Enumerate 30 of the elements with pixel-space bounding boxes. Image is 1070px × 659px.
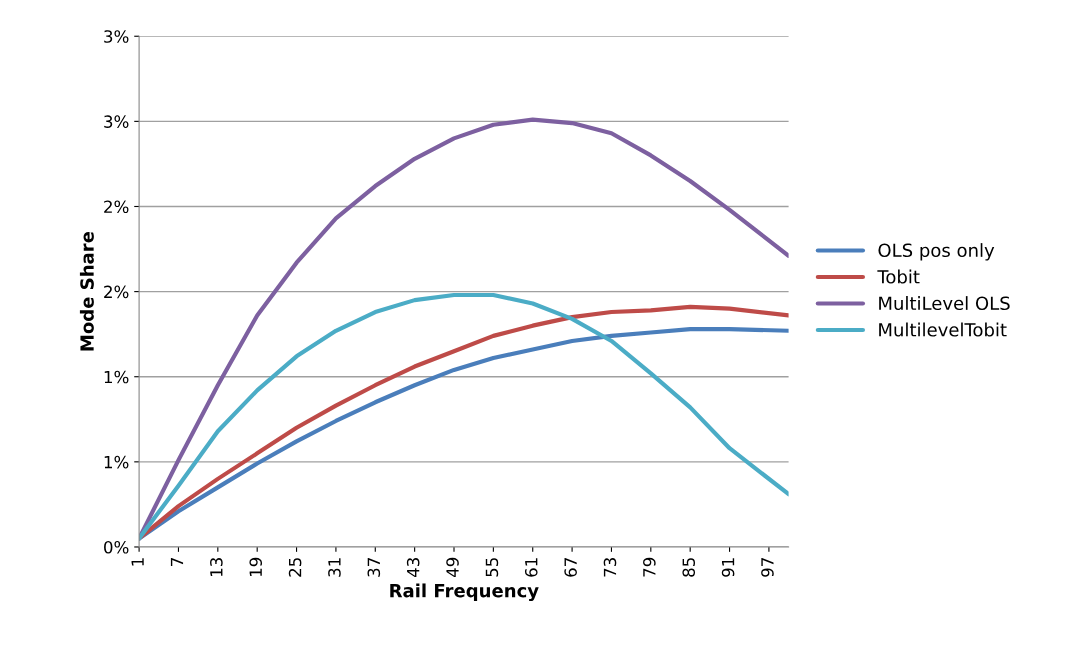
x-tick-label: 25 bbox=[288, 558, 302, 577]
y-axis-title: Mode Share bbox=[79, 231, 94, 351]
y-tick-label: 0% bbox=[104, 540, 129, 554]
x-tick-label: 1 bbox=[131, 558, 144, 566]
x-tick-label: 91 bbox=[721, 558, 735, 577]
x-tick-label: 97 bbox=[761, 558, 774, 577]
y-tick-label: 1% bbox=[104, 455, 129, 469]
legend-label: MultiLevel OLS bbox=[879, 296, 1010, 311]
legend-label: OLS pos only bbox=[878, 243, 995, 261]
y-tick-label: 1% bbox=[104, 370, 129, 384]
y-tick-label: 3% bbox=[104, 115, 129, 128]
x-tick-label: 61 bbox=[524, 558, 538, 577]
y-tick-label: 3% bbox=[104, 30, 129, 43]
x-tick-label: 79 bbox=[643, 557, 656, 577]
x-axis-title: Rail Frequency bbox=[390, 583, 539, 602]
x-tick-label: 55 bbox=[485, 558, 499, 577]
x-tick-label: 67 bbox=[564, 558, 577, 577]
y-tick-label: 2% bbox=[104, 200, 129, 214]
legend-label: Tobit bbox=[877, 269, 920, 284]
x-tick-label: 49 bbox=[446, 557, 459, 578]
x-tick-label: 37 bbox=[367, 558, 381, 577]
x-tick-label: 43 bbox=[406, 558, 420, 578]
x-tick-label: 73 bbox=[603, 558, 617, 577]
x-tick-label: 19 bbox=[249, 557, 263, 577]
x-tick-label: 13 bbox=[210, 558, 223, 577]
x-tick-label: 7 bbox=[170, 558, 184, 566]
x-tick-label: 31 bbox=[328, 558, 341, 577]
y-tick-label: 2% bbox=[104, 285, 129, 299]
legend-label: MultilevelTobit bbox=[879, 322, 1007, 337]
x-tick-label: 85 bbox=[682, 558, 696, 577]
